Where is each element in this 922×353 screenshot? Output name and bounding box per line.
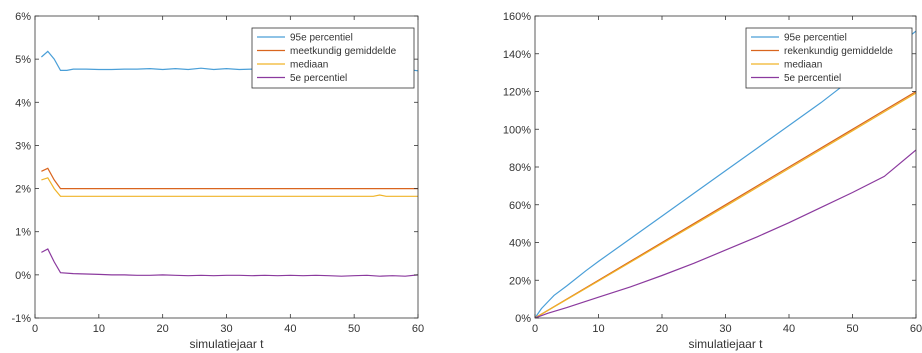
legend-label: 95e percentiel bbox=[784, 33, 847, 44]
y-tick-label: 2% bbox=[15, 184, 31, 196]
legend-label: mediaan bbox=[784, 60, 822, 71]
y-tick-label: 160% bbox=[503, 11, 531, 23]
legend: 95e percentiel rekenkundig gemiddelde medi… bbox=[745, 27, 913, 89]
y-tick-label: 40% bbox=[509, 238, 531, 250]
x-tick-label: 60 bbox=[412, 323, 424, 335]
y-tick-label: -1% bbox=[11, 313, 31, 325]
y-tick-label: 6% bbox=[15, 11, 31, 23]
x-tick-label: 0 bbox=[32, 323, 38, 335]
chart-panel-1: 0 10 20 30 40 50 60 -1% 0% 1% 2% 3% 4% 5% 6% simulatiej… bbox=[11, 11, 424, 351]
x-axis-label: simulatiejaar t bbox=[189, 337, 264, 351]
legend-label: rekenkundig gemiddelde bbox=[784, 46, 893, 57]
y-tick-label: 120% bbox=[503, 87, 531, 99]
series-line-3 bbox=[41, 177, 418, 197]
y-tick-label: 1% bbox=[15, 227, 31, 239]
x-axis-label: simulatiejaar t bbox=[688, 337, 763, 351]
series-line-4 bbox=[41, 248, 418, 277]
y-tick-label: 20% bbox=[509, 275, 531, 287]
series-line-2 bbox=[41, 167, 418, 190]
x-tick-label: 0 bbox=[532, 323, 538, 335]
y-tick-label: 3% bbox=[15, 140, 31, 152]
x-tick-label: 10 bbox=[592, 323, 604, 335]
legend-label: mediaan bbox=[290, 60, 328, 71]
y-tick-label: 4% bbox=[15, 97, 31, 109]
x-tick-label: 40 bbox=[783, 323, 795, 335]
x-tick-label: 40 bbox=[284, 323, 296, 335]
y-tick-label: 5% bbox=[15, 54, 31, 66]
x-tick-label: 10 bbox=[93, 323, 105, 335]
series-group bbox=[535, 30, 916, 318]
x-tick-label: 50 bbox=[846, 323, 858, 335]
x-tick-label: 20 bbox=[157, 323, 169, 335]
legend: 95e percentiel meetkundig gemiddelde media… bbox=[251, 27, 415, 89]
series-line-4 bbox=[535, 149, 916, 318]
series-line-2 bbox=[535, 90, 916, 318]
y-tick-label: 140% bbox=[503, 49, 531, 61]
series-line-1 bbox=[535, 30, 916, 318]
y-tick-label: 100% bbox=[503, 124, 531, 136]
chart-panel-2: 0 10 20 30 40 50 60 0% 20% 40% 60% 80% 100% 120% 140% 1… bbox=[503, 11, 922, 351]
x-tick-label: 20 bbox=[656, 323, 668, 335]
x-tick-label: 50 bbox=[348, 323, 360, 335]
x-tick-label: 30 bbox=[719, 323, 731, 335]
legend-label: 5e percentiel bbox=[290, 73, 347, 84]
y-tick-label: 0% bbox=[15, 270, 31, 282]
legend-label: 95e percentiel bbox=[290, 33, 353, 44]
x-tick-label: 30 bbox=[220, 323, 232, 335]
x-tick-label: 60 bbox=[910, 323, 922, 335]
y-tick-label: 80% bbox=[509, 162, 531, 174]
legend-label: 5e percentiel bbox=[784, 73, 841, 84]
y-tick-label: 0% bbox=[515, 313, 531, 325]
y-tick-label: 60% bbox=[509, 200, 531, 212]
series-line-3 bbox=[535, 92, 916, 318]
legend-label: meetkundig gemiddelde bbox=[290, 46, 397, 57]
